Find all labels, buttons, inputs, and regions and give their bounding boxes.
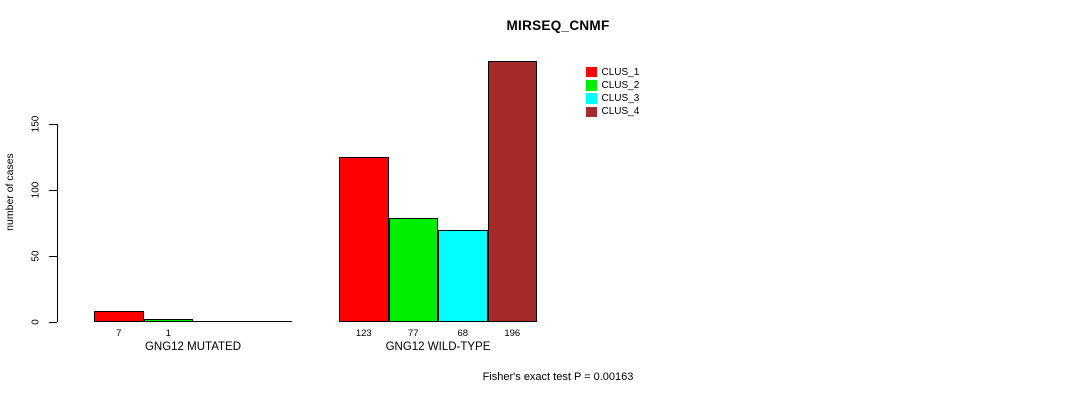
y-axis-tick [49, 189, 57, 191]
legend-item-clus-2: CLUS_2 [586, 80, 639, 91]
legend-swatch-clus-3 [586, 93, 597, 104]
bar-value-label: 7 [116, 328, 122, 339]
bar-clus-2-gng12-mutated [143, 318, 193, 322]
legend-swatch-clus-1 [586, 66, 597, 78]
bar-value-label: 77 [407, 328, 419, 339]
bar-clus-4-gng12-wild-type [487, 60, 537, 322]
legend-swatch-clus-4 [586, 106, 597, 118]
legend-item-clus-4: CLUS_4 [586, 106, 639, 117]
chart-title: MIRSEQ_CNMF [506, 18, 610, 33]
bar-clus-1-gng12-wild-type [339, 157, 389, 322]
x-group-label-gng12-mutated: GNG12 MUTATED [144, 341, 242, 353]
legend-label: CLUS_1 [601, 66, 640, 78]
y-axis-tick-label: 100 [30, 181, 42, 199]
bar-clus-3-gng12-wild-type [438, 230, 488, 322]
legend-label: CLUS_3 [601, 93, 640, 105]
legend-swatch-clus-2 [586, 80, 597, 91]
y-axis-tick-label: 50 [30, 250, 42, 262]
bar-clus-1-gng12-mutated [94, 310, 144, 322]
bar-value-label: 1 [165, 328, 171, 339]
y-axis-tick [49, 322, 57, 323]
y-axis-tick-label: 0 [30, 319, 42, 325]
bar-value-label: 196 [504, 328, 521, 339]
bar-value-label: 68 [457, 328, 469, 339]
y-axis-tick-label: 150 [30, 115, 42, 132]
fisher-test-annotation: Fisher's exact test P = 0.00163 [482, 371, 634, 383]
bar-clus-2-gng12-wild-type [388, 218, 438, 322]
x-group-label-gng12-wild-type: GNG12 WILD-TYPE [385, 341, 491, 353]
y-axis-line [57, 123, 58, 322]
y-axis-tick [49, 123, 57, 125]
bar-value-label: 123 [355, 328, 372, 339]
bar-clus-4-gng12-mutated [242, 321, 292, 322]
legend-item-clus-1: CLUS_1 [586, 67, 639, 78]
legend-label: CLUS_4 [601, 106, 640, 118]
legend-item-clus-3: CLUS_3 [586, 93, 639, 104]
y-axis-title: number of cases [4, 153, 16, 231]
y-axis-tick [49, 255, 57, 257]
bar-clus-3-gng12-mutated [193, 321, 243, 322]
legend-label: CLUS_2 [601, 79, 640, 91]
